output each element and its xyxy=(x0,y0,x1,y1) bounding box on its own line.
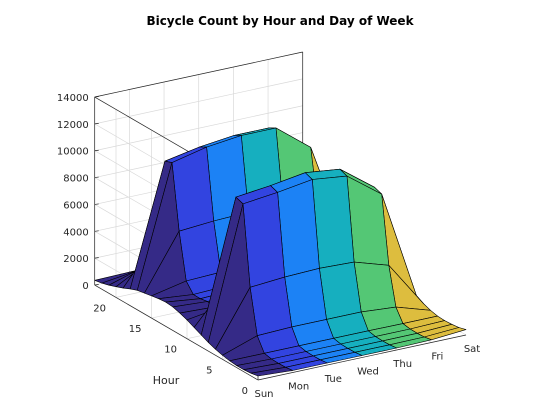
z-tick-label: 10000 xyxy=(57,147,89,158)
z-tick-label: 12000 xyxy=(57,120,89,131)
z-tick-label: 8000 xyxy=(63,174,88,185)
axis-box-edge xyxy=(94,284,259,381)
day-tick-label: Tue xyxy=(324,374,342,385)
z-tick-label: 0 xyxy=(82,281,88,292)
surface-patch xyxy=(242,192,286,288)
hour-tick-label: 0 xyxy=(242,386,248,397)
z-tick-mark xyxy=(94,96,99,98)
day-tick-label: Sat xyxy=(464,344,480,355)
day-tick-label: Wed xyxy=(357,367,379,378)
hour-tick-label: 5 xyxy=(206,365,212,376)
hour-tick-label: 10 xyxy=(164,345,177,356)
z-tick-label: 6000 xyxy=(63,200,88,211)
surface-patch xyxy=(249,276,293,337)
z-tick-mark xyxy=(94,123,99,125)
z-tick-label: 2000 xyxy=(63,254,88,265)
day-tick-label: Mon xyxy=(288,382,309,393)
surface-patch xyxy=(277,179,320,278)
day-tick-label: Fri xyxy=(431,352,443,363)
surface-patch xyxy=(178,220,222,282)
surface-plot xyxy=(94,127,467,377)
z-tick-label: 4000 xyxy=(63,227,88,238)
z-tick-mark xyxy=(94,284,99,286)
axis-box-edge xyxy=(257,334,467,381)
z-tick-mark xyxy=(94,203,99,205)
hour-tick-label: 20 xyxy=(93,303,106,314)
z-tick-label: 14000 xyxy=(57,93,89,104)
surface-patch xyxy=(284,267,327,328)
chart-tick-labels: 0 2000 4000 6000 8000 10000 12000 14000 0 5 10 15 20… xyxy=(57,93,480,400)
z-tick-mark xyxy=(94,176,99,178)
hour-tick-label: 15 xyxy=(129,324,142,335)
z-tick-mark xyxy=(94,230,99,232)
day-tick-label: Thu xyxy=(392,359,412,370)
surface-patch xyxy=(171,146,214,232)
axis-box-edge xyxy=(94,51,303,98)
surface-patch xyxy=(250,366,294,377)
y-axis-label: Hour xyxy=(153,374,180,387)
day-tick-label: Sun xyxy=(254,389,273,400)
surface-patch xyxy=(319,261,362,320)
z-tick-mark xyxy=(94,149,99,152)
chart-title: Bicycle Count by Hour and Day of Week xyxy=(146,14,414,28)
z-tick-mark xyxy=(94,257,99,259)
